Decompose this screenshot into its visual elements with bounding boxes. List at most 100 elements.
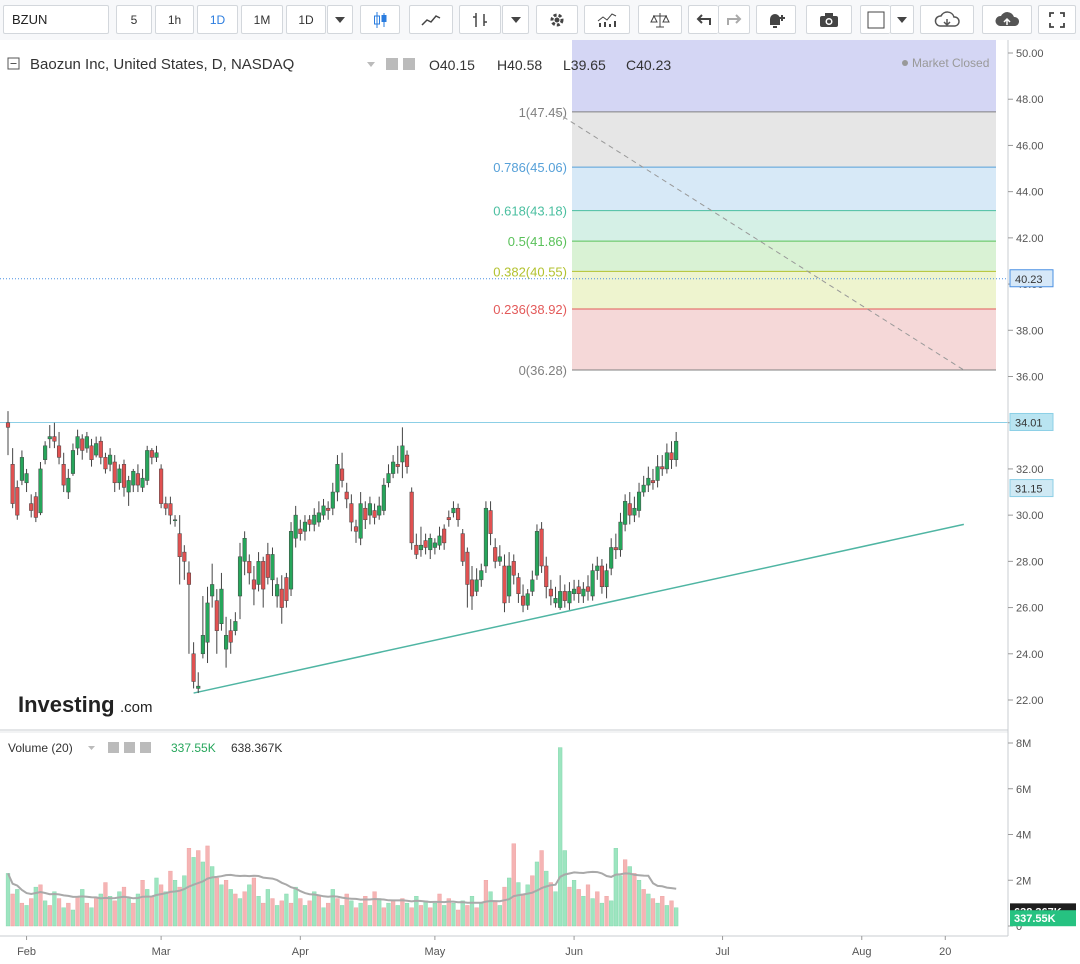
volume-bar-up xyxy=(126,898,131,927)
volume-bar-up xyxy=(386,902,391,927)
indicators-button[interactable] xyxy=(584,5,630,34)
candle-body xyxy=(191,653,196,682)
candle-body xyxy=(163,503,168,509)
candle-down xyxy=(29,494,34,518)
candle-body xyxy=(330,491,335,509)
volume-bar-down xyxy=(650,898,656,927)
candle-body xyxy=(469,579,475,597)
undo-button[interactable] xyxy=(688,5,718,34)
eye-icon[interactable] xyxy=(386,58,398,70)
fib-level-label: 0.618(43.18) xyxy=(493,204,567,219)
interval-1h-button[interactable]: 1h xyxy=(155,5,194,34)
candle-body xyxy=(646,477,651,486)
interval-dropdown-button[interactable] xyxy=(327,5,353,34)
candle-down xyxy=(353,519,359,543)
candle-body xyxy=(520,595,526,606)
candle-up xyxy=(437,526,442,550)
close-icon[interactable] xyxy=(140,742,151,753)
volume-bar-down xyxy=(112,900,117,927)
candle-down xyxy=(279,575,284,624)
fullscreen-button[interactable] xyxy=(1038,5,1076,34)
candle-body xyxy=(89,445,94,460)
candle-body xyxy=(377,505,382,516)
candle-body xyxy=(525,593,530,606)
alert-button[interactable] xyxy=(756,5,796,34)
compare-button[interactable] xyxy=(638,5,682,34)
fibonacci-retracement[interactable]: 1(47.45) 0.786(45.06) 0.618(43.18) 0.5(41.8… xyxy=(493,40,996,378)
indicators-icon xyxy=(597,12,617,27)
volume-bar-up xyxy=(377,898,382,927)
volume-bar-up xyxy=(367,905,373,927)
volume-bar-down xyxy=(84,902,89,927)
settings-button[interactable] xyxy=(536,5,578,34)
candle-down xyxy=(265,542,270,585)
price-marker-label: 31.15 xyxy=(1015,484,1043,496)
candle-down xyxy=(98,436,103,465)
candle-body xyxy=(618,521,623,551)
candle-down xyxy=(214,589,219,654)
candle-up xyxy=(451,501,456,518)
collapse-icon[interactable] xyxy=(7,57,20,70)
candle-down xyxy=(349,494,354,532)
price-tick-label: 46.00 xyxy=(1016,140,1044,152)
volume-bar-down xyxy=(47,905,52,927)
volume-bar-up xyxy=(544,870,549,927)
chart-type-dropdown-button[interactable] xyxy=(502,5,529,34)
candle-up xyxy=(632,496,637,523)
load-layout-button[interactable] xyxy=(920,5,974,34)
time-axis[interactable]: Feb Mar Apr May Jun Jul Aug 20 xyxy=(17,936,951,958)
candle-up xyxy=(418,526,424,557)
interval-1d-button[interactable]: 1D xyxy=(197,5,238,34)
volume-bar-down xyxy=(632,873,637,927)
area-chart-button[interactable] xyxy=(409,5,453,34)
candle-body xyxy=(576,586,581,594)
color-button[interactable] xyxy=(860,5,890,34)
settings-icon[interactable] xyxy=(124,742,135,753)
volume-bar-up xyxy=(219,884,224,927)
redo-button[interactable] xyxy=(718,5,750,34)
symbol-input[interactable]: BZUN xyxy=(3,5,109,34)
candle-up xyxy=(205,586,210,664)
interval-select-button[interactable]: 1D xyxy=(286,5,326,34)
candle-down xyxy=(627,492,632,525)
volume-bar-down xyxy=(344,893,349,927)
candle-body xyxy=(182,551,187,562)
brand-suffix: .com xyxy=(120,699,153,716)
price-axis-ticks: 22.0024.0026.0028.0030.0032.0034.0036.00… xyxy=(1008,48,1054,707)
candle-up xyxy=(335,455,340,502)
price-tick-label: 22.00 xyxy=(1016,695,1044,707)
volume-bar-down xyxy=(131,902,136,927)
volume-bar-down xyxy=(502,886,507,927)
candle-body xyxy=(302,521,308,532)
interval-5m-button[interactable]: 5 xyxy=(116,5,152,34)
price-tick-label: 42.00 xyxy=(1016,233,1044,245)
trend-line[interactable] xyxy=(193,523,965,694)
volume-bar-up xyxy=(302,905,308,927)
dropdown-icon[interactable] xyxy=(367,62,375,67)
volume-value-marker xyxy=(1010,910,1076,927)
eye-icon[interactable] xyxy=(108,742,119,753)
candle-down xyxy=(516,572,521,603)
candle-down xyxy=(520,584,526,613)
candle-down xyxy=(149,448,154,465)
volume-bar-up xyxy=(451,902,456,927)
candle-down xyxy=(135,464,140,493)
price-chart[interactable]: 1(47.45) 0.786(45.06) 0.618(43.18) 0.5(41.8… xyxy=(0,40,1080,964)
candles-button[interactable] xyxy=(360,5,400,34)
candle-up xyxy=(497,545,502,566)
candle-down xyxy=(404,450,410,474)
redo-icon xyxy=(727,13,742,25)
volume-bar-up xyxy=(636,880,642,927)
settings-icon[interactable] xyxy=(403,58,415,70)
snapshot-button[interactable] xyxy=(806,5,852,34)
color-dropdown-button[interactable] xyxy=(890,5,914,34)
interval-1m-button[interactable]: 1M xyxy=(241,5,283,34)
dropdown-icon[interactable] xyxy=(88,746,95,750)
candle-body xyxy=(70,450,76,474)
candle-body xyxy=(479,570,484,581)
volume-bar-down xyxy=(455,909,461,927)
save-layout-button[interactable] xyxy=(982,5,1032,34)
volume-bar-down xyxy=(391,900,396,927)
candle-body xyxy=(386,473,391,484)
bar-chart-button[interactable] xyxy=(459,5,501,34)
